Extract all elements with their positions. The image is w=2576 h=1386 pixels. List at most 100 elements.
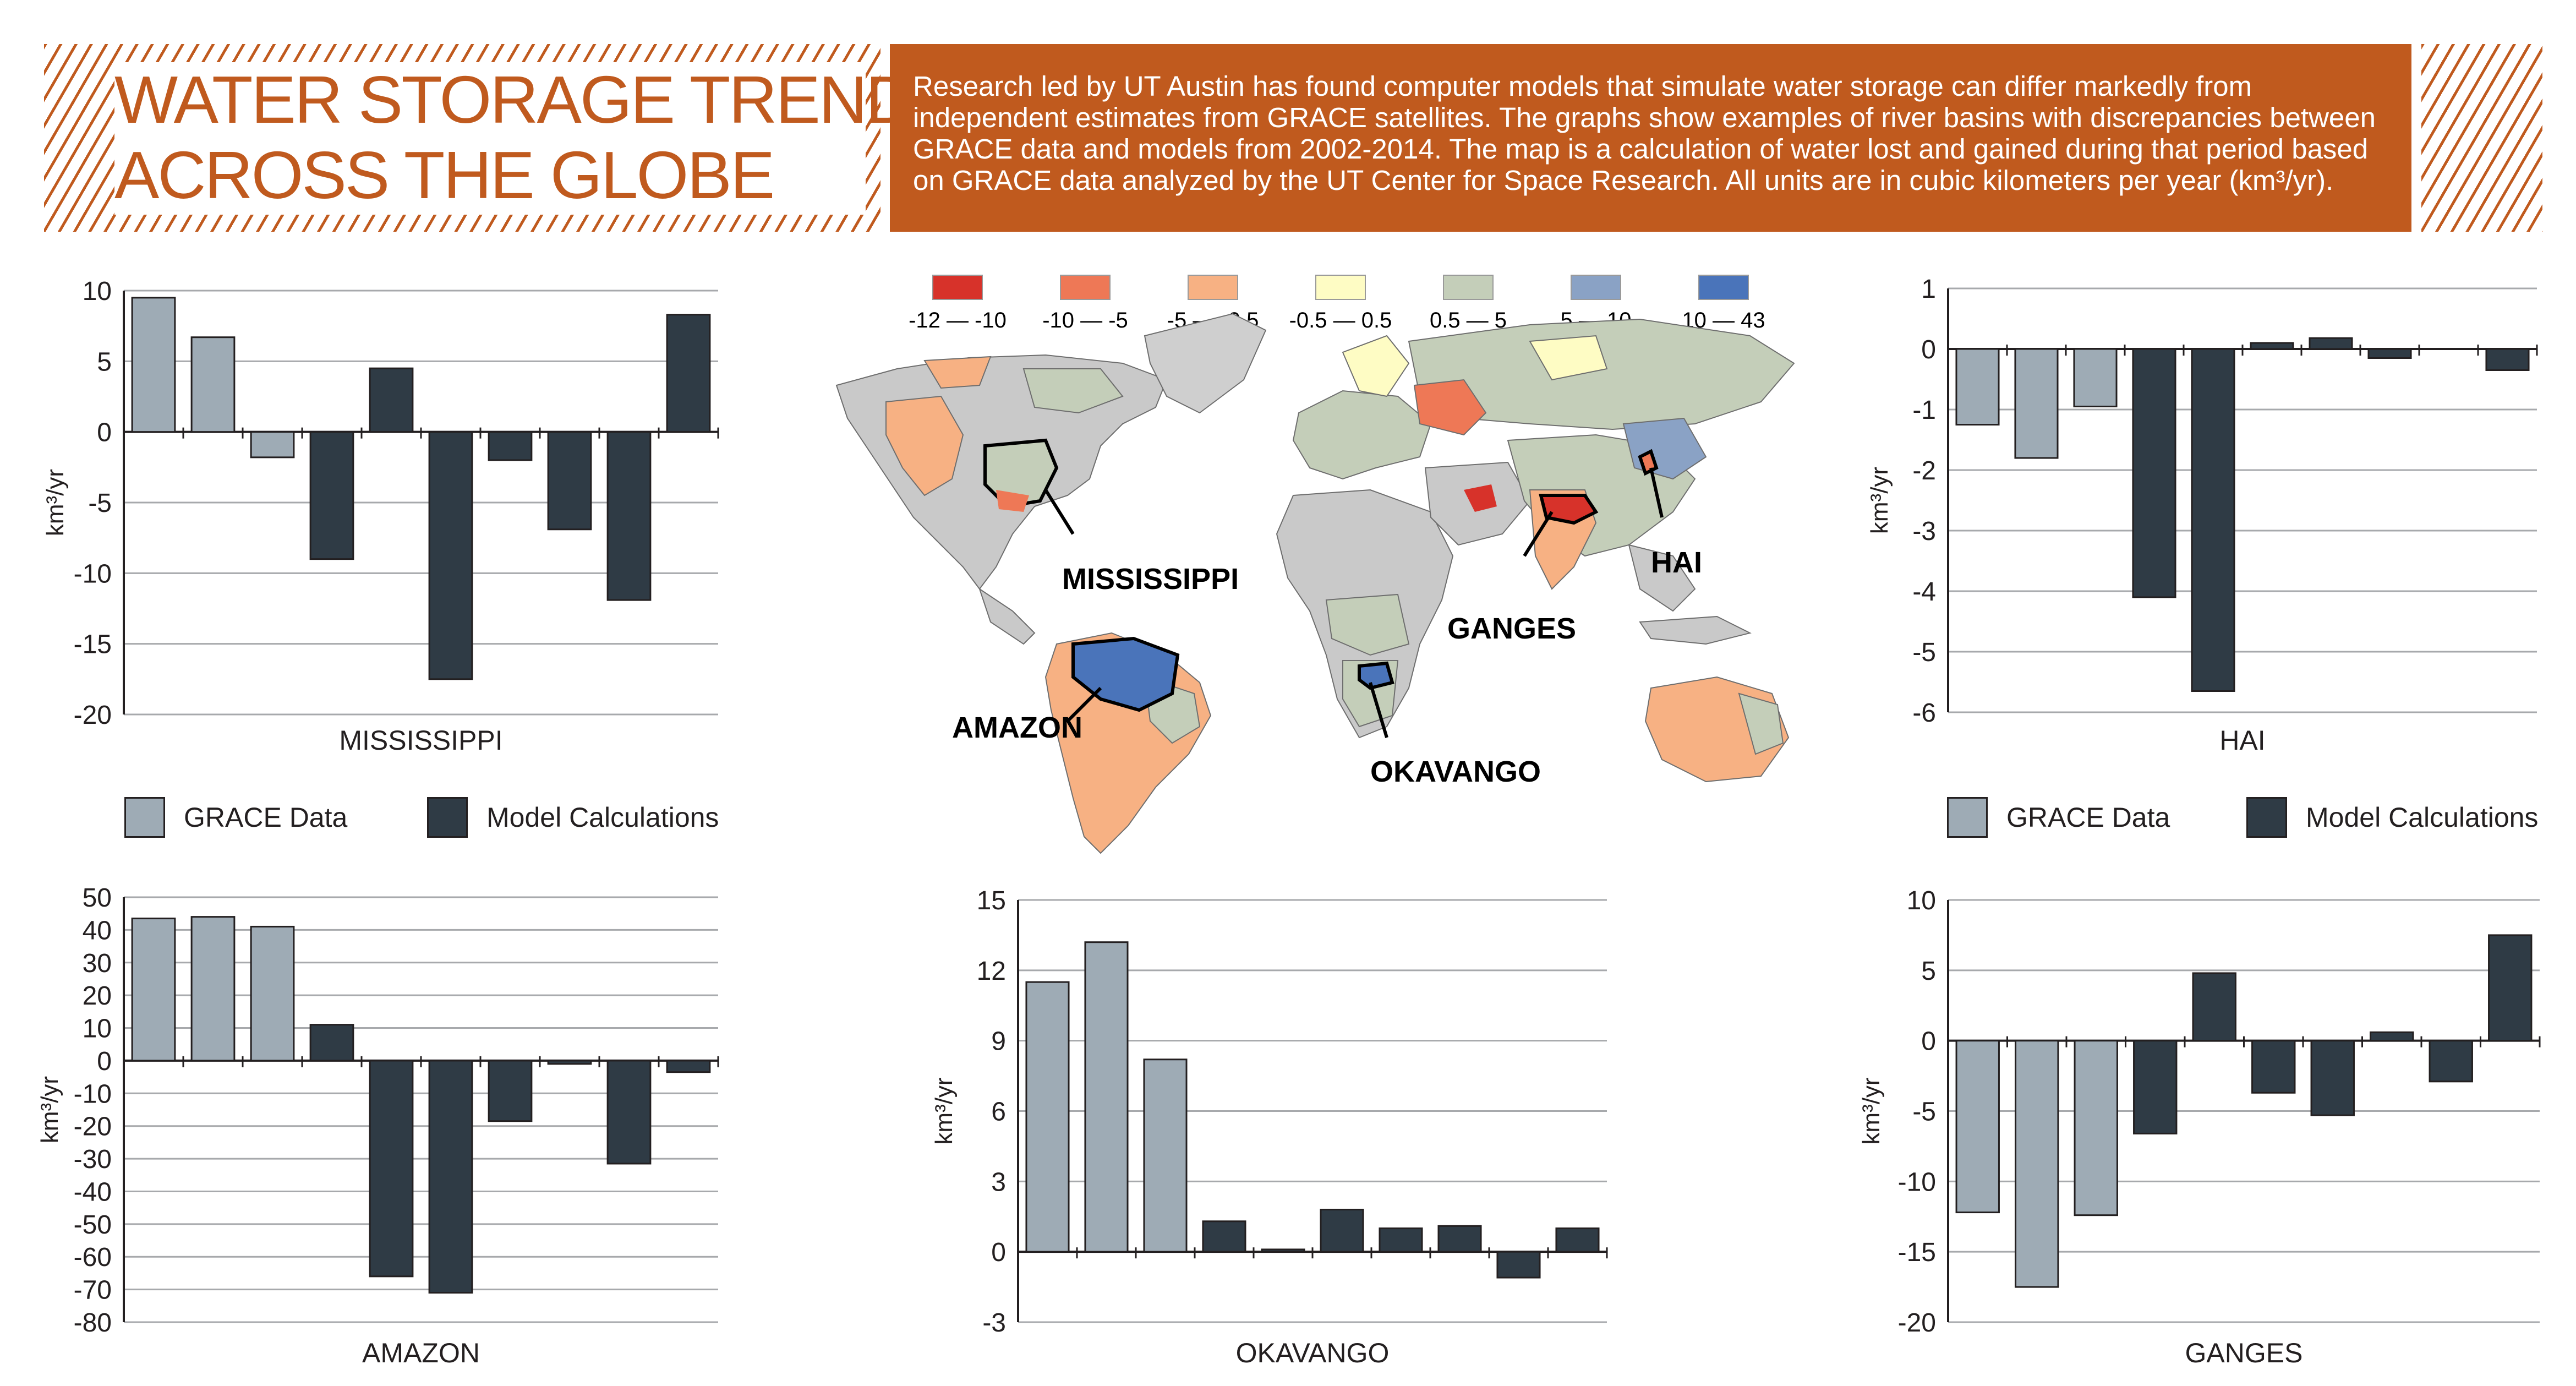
y-tick-label: 12 <box>977 957 1006 986</box>
y-tick-label: 40 <box>83 916 112 945</box>
greenland-shape <box>1144 313 1267 414</box>
central-america-shape <box>978 587 1036 645</box>
model-bar <box>1496 1251 1541 1279</box>
grace-bar <box>1955 1040 2000 1214</box>
world-map: -12 — -10-10 — -5-5 — -0.5-0.5 — 0.50.5 … <box>835 275 1795 854</box>
y-tick-label: 10 <box>83 277 112 306</box>
y-tick-label: -5 <box>1912 1098 1936 1127</box>
map-legend-swatch <box>1571 275 1621 300</box>
chart-hai: 1 0 -1 -2 -3 -4 -5 -6 km³/yr HAI <box>1866 275 2538 756</box>
map-labels: MISSISSIPPI AMAZON GANGES HAI OKAVANGO <box>952 546 1702 788</box>
basins <box>983 438 1659 712</box>
y-tick-label: -10 <box>74 559 112 588</box>
y-tick-label: -2 <box>1912 456 1936 485</box>
legend-right: GRACE Data Model Calculations <box>1947 797 2569 847</box>
y-tick-label: -60 <box>74 1243 112 1272</box>
y-tick-label: 9 <box>991 1027 1006 1056</box>
map-legend-label: -10 — -5 <box>1042 308 1128 332</box>
intro-text: Research led by UT Austin has found comp… <box>913 70 2376 196</box>
map-legend-label: -12 — -10 <box>909 308 1007 332</box>
chart-ganges: 10 5 0 -5 -10 -15 -20 km³/yr GANGES <box>1858 886 2541 1368</box>
europe-shape <box>1292 390 1432 480</box>
amazon-basin <box>1071 636 1180 712</box>
model-bar <box>488 431 533 461</box>
y-tick-label: -3 <box>982 1308 1006 1338</box>
chart-okavango: 15 12 9 6 3 0 -3 km³/yr OKAVANGO <box>931 886 1608 1368</box>
y-tick-label: 3 <box>991 1167 1006 1197</box>
legend-label-grace: GRACE Data <box>184 802 348 833</box>
model-bar <box>2132 348 2176 598</box>
y-tick-label: -30 <box>74 1145 112 1174</box>
legend-label-model-right: Model Calculations <box>2306 802 2539 833</box>
model-bar <box>488 1060 533 1122</box>
grace-bar <box>2073 348 2118 407</box>
y-axis-label: km³/yr <box>36 1076 63 1143</box>
grace-bar <box>190 916 236 1062</box>
model-bar <box>2192 972 2236 1042</box>
map-legend-swatch <box>932 275 983 300</box>
chart-title: AMAZON <box>362 1338 480 1368</box>
callout-okavango <box>1369 682 1388 738</box>
mississippi-south-loss <box>996 490 1029 512</box>
model-bar <box>309 431 354 560</box>
map-label-okavango: OKAVANGO <box>1370 755 1541 788</box>
page-title-line-2: ACROSS THE GLOBE <box>114 138 775 212</box>
y-tick-label: 15 <box>977 886 1006 915</box>
legend-item-model-right: Model Calculations <box>2246 797 2538 838</box>
model-bar <box>2367 348 2412 359</box>
y-tick-label: -40 <box>74 1177 112 1207</box>
y-tick-label: -4 <box>1912 577 1936 607</box>
y-axis-label: km³/yr <box>1858 1077 1885 1144</box>
y-tick-label: 10 <box>83 1014 112 1044</box>
model-bar <box>309 1024 354 1062</box>
y-tick-label: -5 <box>1912 638 1936 667</box>
y-tick-label: 0 <box>991 1238 1006 1267</box>
model-bar <box>1437 1225 1482 1253</box>
north-america-arctic <box>923 356 992 389</box>
chart-mississippi: 10 5 0 -5 -10 -15 -20 km³/yr MISSISSIPPI <box>42 277 719 756</box>
legend-left: GRACE Data Model Calculations <box>124 797 757 847</box>
map-label-amazon: AMAZON <box>952 711 1082 744</box>
model-bar <box>369 1060 414 1278</box>
callouts <box>1044 467 1664 738</box>
model-bar <box>547 1060 592 1065</box>
chart-title: GANGES <box>2185 1338 2303 1368</box>
y-tick-label: 5 <box>97 347 112 376</box>
grace-bar <box>131 918 176 1062</box>
y-tick-label: -3 <box>1912 517 1936 546</box>
indonesia-shape <box>1639 615 1752 645</box>
page-title-line-1: WATER STORAGE TRENDS <box>114 62 957 137</box>
map-label-mississippi: MISSISSIPPI <box>1062 563 1239 596</box>
y-axis-label: km³/yr <box>931 1077 958 1144</box>
y-tick-label: 6 <box>991 1098 1006 1127</box>
scandinavia-shape <box>1342 335 1410 397</box>
grace-bar <box>2015 1040 2059 1288</box>
grace-bar <box>1955 348 2000 425</box>
model-bar <box>2191 348 2235 692</box>
y-tick-label: -20 <box>1898 1308 1936 1338</box>
model-bar <box>2485 348 2530 371</box>
y-tick-label: 30 <box>83 949 112 978</box>
model-bar <box>2370 1031 2414 1042</box>
y-tick-label: 0 <box>1921 1027 1936 1056</box>
y-tick-label: 20 <box>83 981 112 1011</box>
model-bar <box>666 1060 711 1073</box>
russia-west-loss <box>1413 379 1487 436</box>
intro-hatch-right <box>2421 44 2542 232</box>
model-bar <box>1379 1227 1423 1253</box>
model-bar <box>606 431 652 601</box>
okavango-basin <box>1358 661 1394 690</box>
map-label-hai: HAI <box>1651 546 1702 579</box>
australia-east <box>1738 692 1784 755</box>
model-bar <box>428 431 473 680</box>
africa-central <box>1325 593 1410 656</box>
model-bar <box>2251 1040 2296 1094</box>
map-legend-label: -0.5 — 0.5 <box>1289 308 1392 332</box>
y-tick-label: 0 <box>1921 335 1936 364</box>
mississippi-basin <box>983 438 1059 509</box>
y-tick-label: -5 <box>88 489 112 518</box>
y-tick-label: -70 <box>74 1276 112 1305</box>
grace-bar <box>2074 1040 2118 1216</box>
grace-bar <box>250 431 295 459</box>
grace-bar <box>1084 941 1129 1253</box>
